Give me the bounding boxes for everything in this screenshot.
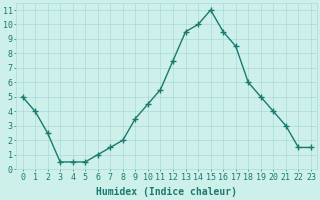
X-axis label: Humidex (Indice chaleur): Humidex (Indice chaleur)	[96, 187, 237, 197]
